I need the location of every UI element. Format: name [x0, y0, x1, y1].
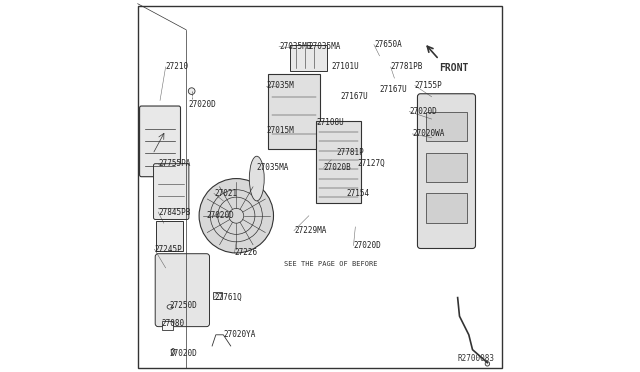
Text: 27155P: 27155P — [415, 81, 443, 90]
Text: 27108U: 27108U — [316, 118, 344, 127]
Text: 27755PA: 27755PA — [158, 159, 191, 168]
Text: 27020D: 27020D — [353, 241, 381, 250]
Text: 27761Q: 27761Q — [214, 293, 242, 302]
Bar — [163, 321, 173, 330]
Text: 27210: 27210 — [166, 62, 189, 71]
FancyBboxPatch shape — [154, 164, 189, 219]
Text: 27229MA: 27229MA — [294, 226, 326, 235]
Text: FRONT: FRONT — [439, 63, 468, 73]
Bar — [213, 292, 222, 299]
Text: R2700083: R2700083 — [458, 354, 495, 363]
Text: 27167U: 27167U — [380, 85, 407, 94]
FancyBboxPatch shape — [417, 94, 476, 248]
Text: 27080: 27080 — [162, 319, 185, 328]
Text: 27020B: 27020B — [324, 163, 351, 172]
Text: 27127Q: 27127Q — [357, 159, 385, 168]
Bar — [316, 121, 361, 203]
Text: 27020D: 27020D — [188, 100, 216, 109]
Text: 27650A: 27650A — [374, 40, 402, 49]
Text: 27167U: 27167U — [340, 92, 368, 101]
Bar — [268, 74, 320, 149]
Text: 27845PB: 27845PB — [158, 208, 191, 217]
Ellipse shape — [172, 349, 175, 355]
Text: 27035MB: 27035MB — [279, 42, 312, 51]
FancyBboxPatch shape — [156, 221, 182, 251]
Text: 27154: 27154 — [346, 189, 369, 198]
Text: 27021: 27021 — [214, 189, 237, 198]
Bar — [426, 153, 467, 182]
Text: 27781PB: 27781PB — [390, 62, 423, 71]
Ellipse shape — [167, 305, 173, 309]
Text: 27020D: 27020D — [170, 349, 197, 358]
Text: 27015M: 27015M — [266, 126, 294, 135]
Ellipse shape — [188, 88, 195, 94]
Text: 27781P: 27781P — [337, 148, 365, 157]
Ellipse shape — [250, 156, 264, 201]
Text: SEE THE PAGE OF BEFORE: SEE THE PAGE OF BEFORE — [284, 261, 378, 267]
Bar — [291, 45, 328, 71]
Text: 27035MA: 27035MA — [257, 163, 289, 172]
Text: 27250D: 27250D — [170, 301, 197, 310]
Text: 27226: 27226 — [234, 248, 257, 257]
FancyBboxPatch shape — [156, 254, 209, 327]
Bar — [426, 112, 467, 141]
Text: 27020YA: 27020YA — [223, 330, 255, 339]
FancyBboxPatch shape — [140, 106, 180, 177]
Text: 27020D: 27020D — [207, 211, 234, 220]
Bar — [426, 193, 467, 223]
Text: 27020D: 27020D — [410, 107, 437, 116]
Text: 27245P: 27245P — [154, 245, 182, 254]
Text: 27101U: 27101U — [331, 62, 359, 71]
Text: 27020WA: 27020WA — [412, 129, 445, 138]
Text: 27035MA: 27035MA — [309, 42, 341, 51]
Circle shape — [199, 179, 273, 253]
Ellipse shape — [485, 362, 490, 366]
Text: 27035M: 27035M — [266, 81, 294, 90]
